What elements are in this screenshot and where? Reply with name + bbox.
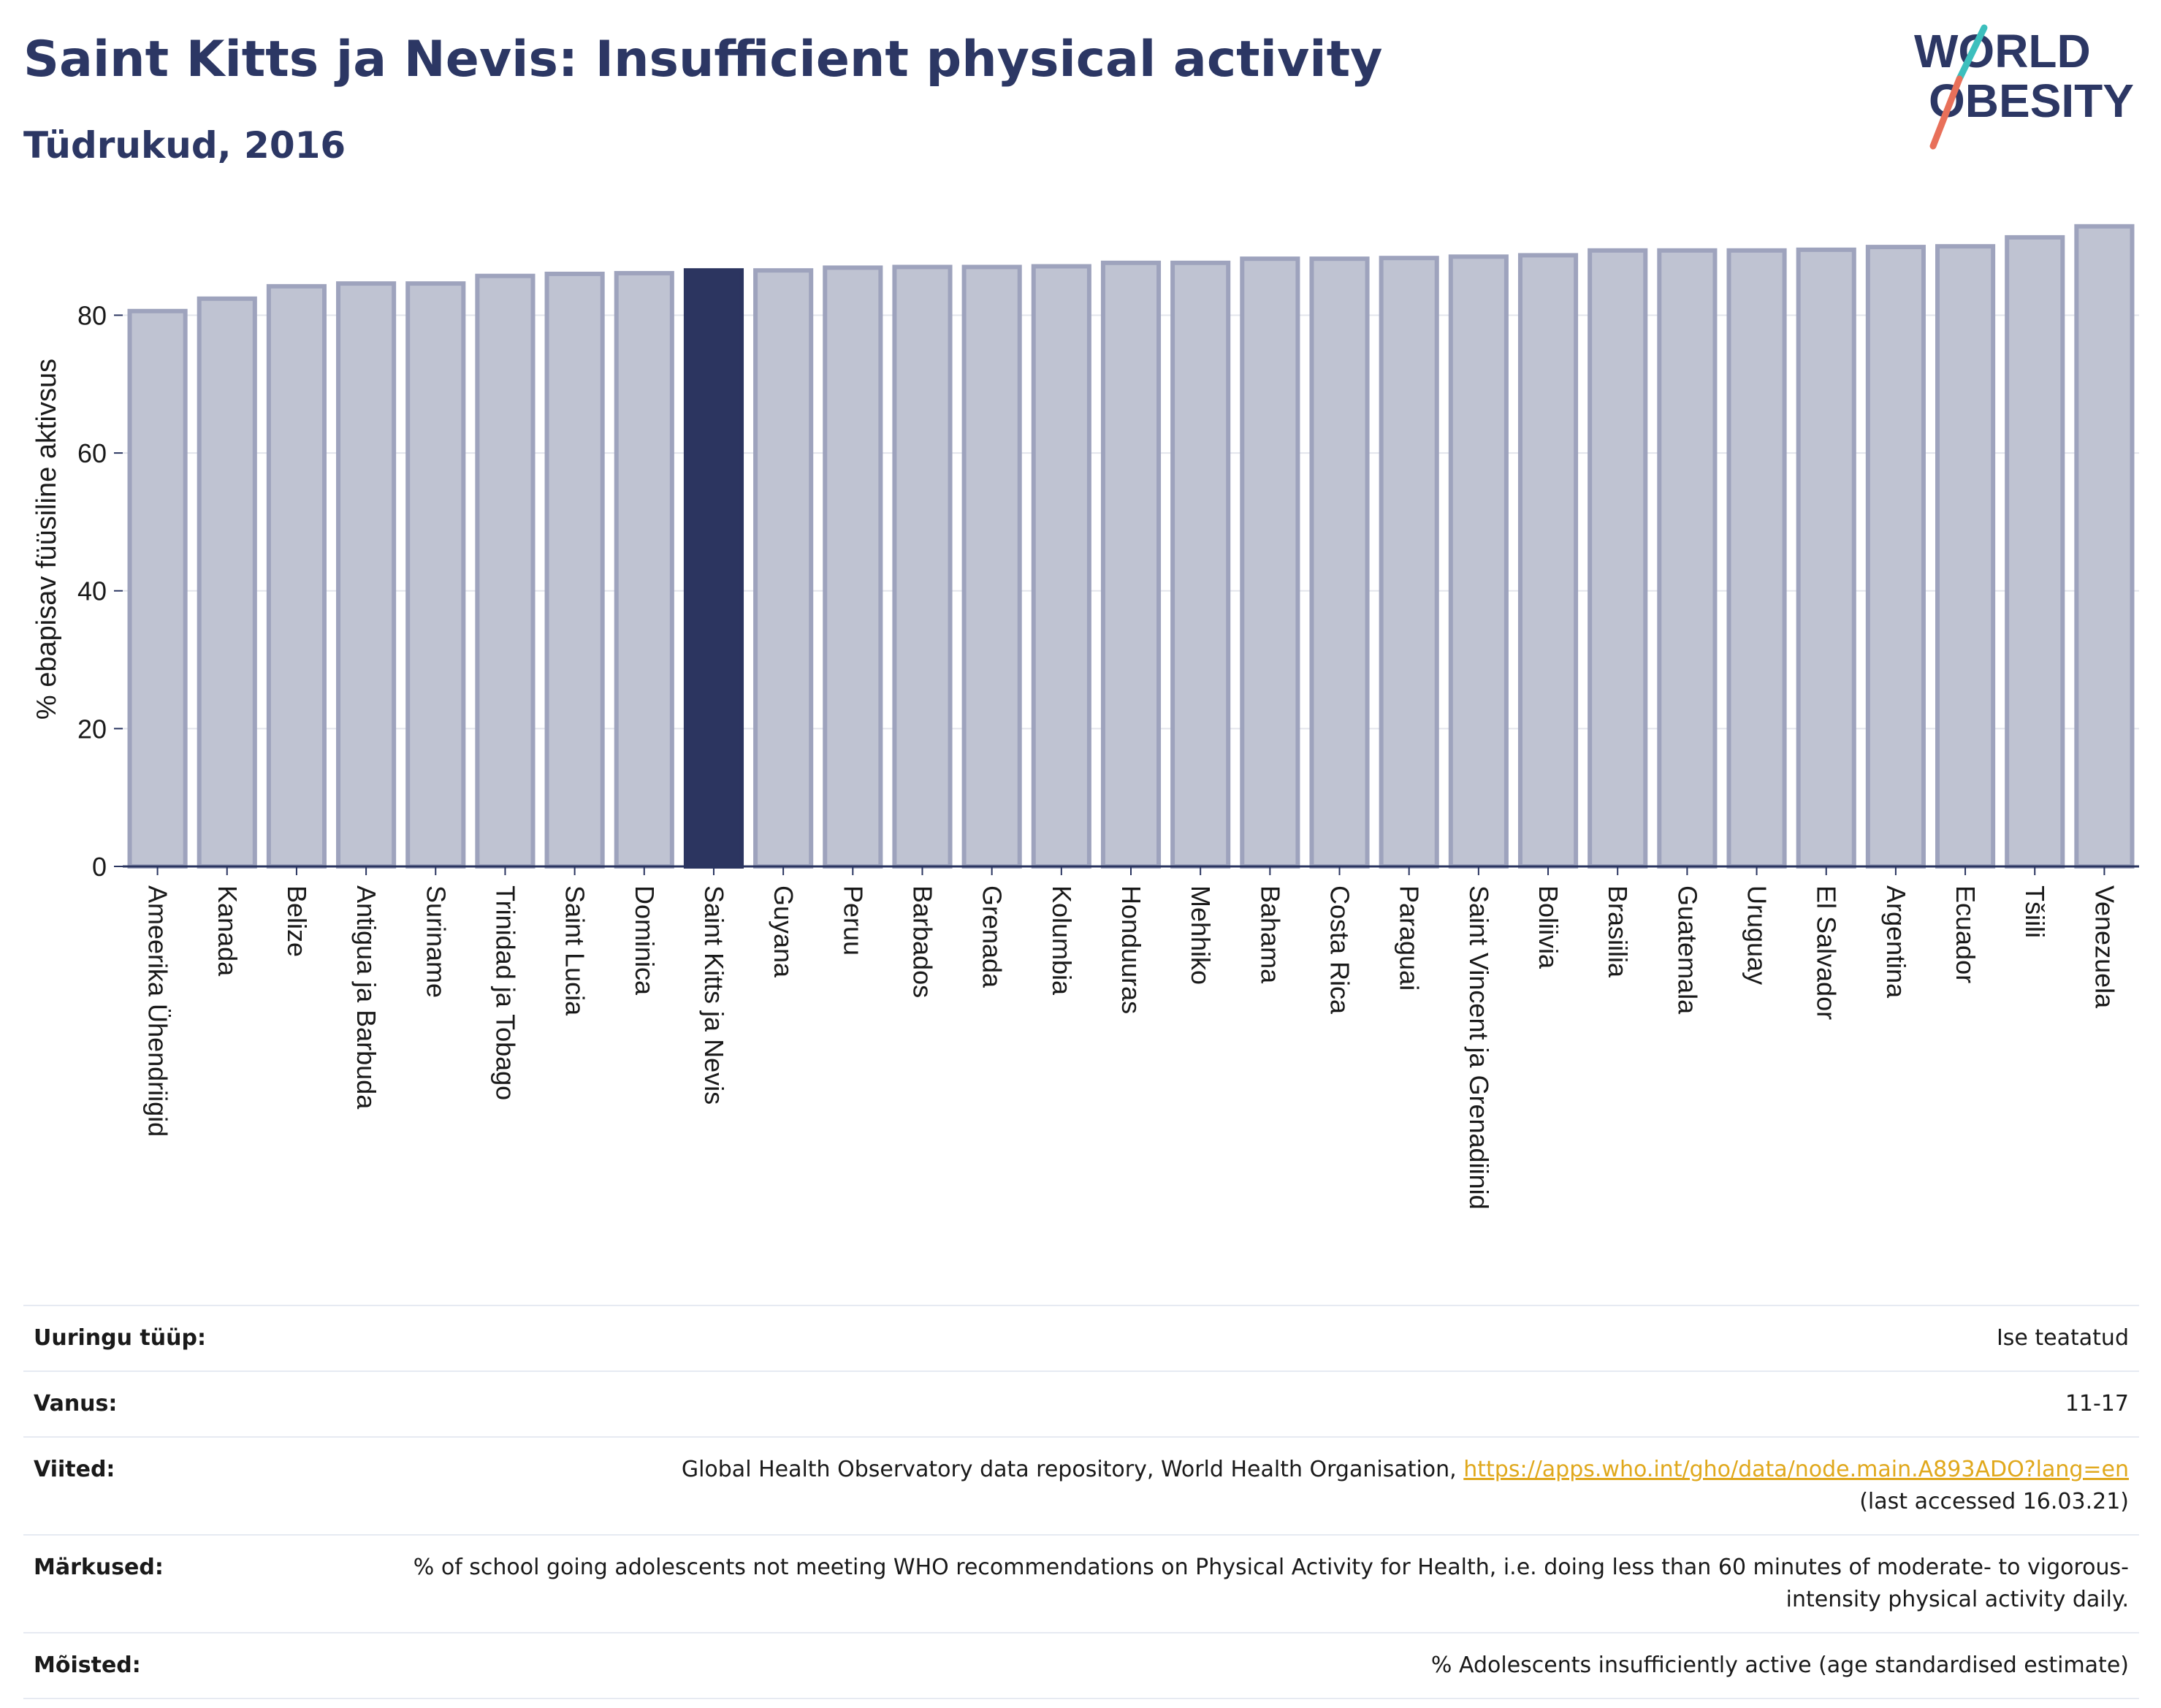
bar — [405, 281, 466, 869]
bar — [1031, 264, 1091, 869]
bar-chart: 0 20 40 60 80 Ameerika Ühendriigid Kanada Beliz… — [31, 224, 2139, 1210]
bar — [544, 271, 605, 869]
logo-teal-stroke — [1956, 24, 1988, 83]
details-table: Uuringu tüüp: Ise teatatud Vanus: 11-17 … — [23, 1305, 2139, 1699]
x-tick-label: Peruu — [838, 885, 868, 956]
x-tick-label: Grenada — [977, 885, 1007, 988]
world-obesity-logo: WORLD OBESITY — [1914, 24, 2134, 150]
x-tick-label: Ecuador — [1951, 885, 1981, 983]
logo-coral-stroke — [1929, 75, 1963, 150]
axes: 0 20 40 60 80 Ameerika Ühendriigid Kanada Beliz… — [77, 300, 2139, 1210]
bar — [614, 270, 674, 869]
bar — [475, 273, 536, 869]
details-label: Vanus: — [34, 1391, 118, 1417]
details-value: % of school going adolescents not meetin… — [413, 1555, 2129, 1612]
bar — [823, 265, 883, 869]
bar — [1240, 256, 1300, 869]
x-tick-label: Kolumbia — [1047, 885, 1077, 996]
x-tick-label: El Salvador — [1812, 885, 1842, 1020]
bar — [753, 268, 814, 869]
details-value: Ise teatatud — [1996, 1325, 2129, 1351]
x-tick-label: Brasiilia — [1603, 885, 1633, 978]
reference-text: Global Health Observatory data repositor… — [681, 1457, 1457, 1482]
bar — [1865, 245, 1926, 869]
details-value: 11-17 — [2065, 1391, 2129, 1417]
x-tick-label: Guatemala — [1672, 885, 1702, 1015]
x-tick-label: Venezuela — [2089, 885, 2119, 1009]
bar — [892, 264, 953, 869]
x-tick-label: Trinidad ja Tobago — [490, 885, 520, 1100]
bar — [1517, 253, 1579, 869]
details-label: Mõisted: — [34, 1652, 141, 1678]
bar — [1170, 260, 1231, 869]
details-row-references: Viited: Global Health Observatory data r… — [23, 1437, 2139, 1535]
details-row-age: Vanus: 11-17 — [23, 1371, 2139, 1437]
x-tick-label: Suriname — [421, 885, 451, 998]
bar — [266, 283, 327, 869]
x-tick-label: Saint Vincent ja Grenadiinid — [1464, 885, 1494, 1210]
y-tick-label: 40 — [77, 576, 107, 606]
details-row-definitions: Mõisted: % Adolescents insufficiently ac… — [23, 1633, 2139, 1699]
bar — [2005, 235, 2065, 869]
bar — [1379, 256, 1439, 869]
logo-obesity-text: OBESITY — [1929, 75, 2134, 127]
y-tick-label: 20 — [77, 714, 107, 744]
bar — [2074, 224, 2135, 869]
bar — [1726, 248, 1787, 869]
x-tick-label: Guyana — [769, 885, 799, 978]
x-tick-label: Boliivia — [1533, 885, 1563, 969]
chart-subtitle: Tüdrukud, 2016 — [23, 124, 346, 167]
bar — [127, 308, 188, 869]
x-tick-label: Honduuras — [1116, 885, 1146, 1014]
bar — [1935, 244, 1996, 869]
y-tick-label: 0 — [92, 852, 107, 882]
details-row-notes: Märkused: % of school going adolescents … — [23, 1535, 2139, 1633]
x-tick-label: Costa Rica — [1325, 885, 1355, 1015]
chart-title: Saint Kitts ja Nevis: Insufficient physi… — [23, 31, 1383, 88]
x-tick-label: Kanada — [213, 885, 243, 977]
bar — [1588, 248, 1648, 869]
x-tick-label: Mehhiko — [1186, 885, 1216, 985]
x-tick-label: Tšiili — [2020, 885, 2050, 938]
bar — [1309, 256, 1370, 869]
bar — [1657, 248, 1718, 869]
bar — [961, 264, 1022, 869]
details-value: % Adolescents insufficiently active (age… — [1430, 1652, 2129, 1678]
x-tick-label: Ameerika Ühendriigid — [143, 885, 173, 1137]
y-tick-label: 80 — [77, 300, 107, 330]
bar — [1796, 247, 1856, 869]
x-tick-label: Barbados — [907, 885, 937, 998]
bar-highlighted — [683, 268, 744, 869]
details-label: Viited: — [34, 1457, 115, 1482]
x-tick-label: Argentina — [1881, 885, 1911, 999]
x-tick-label: Saint Kitts ja Nevis — [699, 885, 729, 1105]
bar — [1100, 260, 1162, 869]
y-axis-label: % ebapisav füüsiline aktivsus — [31, 359, 62, 720]
reference-note: (last accessed 16.03.21) — [1859, 1489, 2129, 1514]
details-label: Märkused: — [34, 1555, 164, 1580]
x-tick-label: Uruguay — [1742, 885, 1772, 985]
details-row-survey-type: Uuringu tüüp: Ise teatatud — [23, 1305, 2139, 1371]
reference-link[interactable]: https://apps.who.int/gho/data/node.main.… — [1463, 1457, 2129, 1482]
details-label: Uuringu tüüp: — [34, 1325, 206, 1351]
logo-world-text: WORLD — [1914, 25, 2091, 77]
bar — [336, 281, 397, 869]
y-tick-label: 60 — [77, 438, 107, 468]
x-tick-label: Antigua ja Barbuda — [351, 885, 381, 1110]
x-tick-label: Bahama — [1255, 885, 1285, 984]
details-value: Global Health Observatory data repositor… — [351, 1437, 2139, 1535]
bar — [1448, 254, 1509, 869]
x-tick-label: Dominica — [630, 885, 660, 996]
x-tick-label: Paraguai — [1395, 885, 1425, 991]
bars — [127, 224, 2135, 869]
x-tick-label: Belize — [282, 885, 312, 957]
bar — [197, 296, 257, 869]
x-tick-label: Saint Lucia — [560, 885, 590, 1016]
